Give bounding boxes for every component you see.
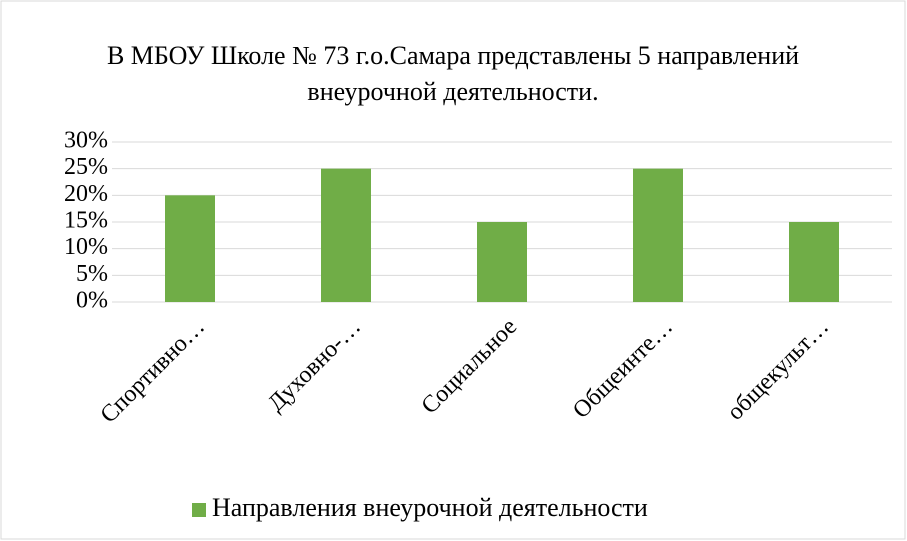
y-tick-label: 10% — [64, 234, 108, 260]
y-tick-label: 30% — [64, 128, 108, 154]
y-tick-label: 0% — [76, 288, 108, 314]
bar — [165, 195, 215, 302]
bar — [633, 168, 683, 302]
y-tick-label: 20% — [64, 181, 108, 207]
y-tick-label: 5% — [76, 261, 108, 287]
legend-label: Направления внеурочной деятельности — [212, 493, 648, 522]
chart-title: В МБОУ Школе № 73 г.о.Самара представлен… — [106, 41, 800, 106]
bar — [477, 222, 527, 302]
y-tick-label: 15% — [64, 208, 108, 234]
legend-swatch — [192, 503, 206, 517]
y-tick-label: 25% — [64, 154, 108, 180]
bar — [321, 168, 371, 302]
bar — [789, 222, 839, 302]
